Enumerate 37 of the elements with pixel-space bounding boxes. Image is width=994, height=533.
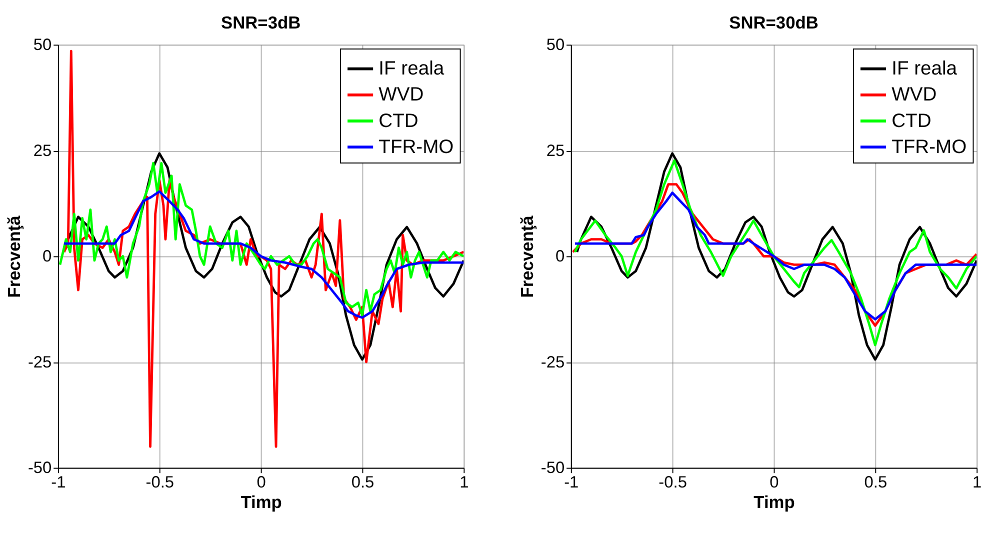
line-series — [58, 162, 464, 317]
line-series — [62, 190, 464, 319]
x-axis-title: Timp — [754, 492, 795, 512]
legend-label: IF reala — [892, 58, 958, 80]
y-axis-title: Frecvenţă — [4, 215, 24, 298]
line-series — [62, 50, 464, 448]
legend-label: TFR-MO — [378, 136, 454, 158]
x-tick-label: -1 — [564, 474, 579, 492]
x-tick-label: 0 — [256, 474, 266, 492]
y-tick-label: 25 — [546, 142, 565, 160]
y-tick-label: 25 — [33, 142, 52, 160]
x-tick-label: -1 — [51, 474, 66, 492]
legend-label: CTD — [378, 110, 418, 132]
y-tick-label: 0 — [42, 248, 52, 266]
x-tick-label: 0 — [770, 474, 779, 492]
x-axis-title: Timp — [240, 492, 282, 512]
chart-title: SNR=30dB — [729, 12, 818, 32]
legend-label: WVD — [378, 84, 424, 106]
x-tick-label: 1 — [460, 474, 469, 492]
y-axis-title: Frecvenţă — [517, 215, 538, 298]
y-tick-label: -50 — [28, 459, 52, 478]
legend-label: CTD — [892, 110, 932, 132]
y-tick-label: -25 — [28, 353, 52, 372]
legend-label: IF reala — [378, 58, 444, 80]
y-tick-label: -25 — [540, 353, 565, 372]
x-tick-label: 0.5 — [351, 474, 374, 492]
x-tick-label: 0.5 — [864, 474, 888, 492]
x-tick-label: -0.5 — [658, 474, 687, 492]
legend-label: WVD — [892, 84, 937, 106]
y-tick-label: 0 — [555, 248, 565, 266]
x-tick-label: 1 — [972, 474, 982, 492]
legend-label: TFR-MO — [892, 136, 967, 158]
y-tick-label: 50 — [33, 36, 52, 54]
y-tick-label: 50 — [546, 36, 565, 54]
chart-title: SNR=3dB — [220, 12, 301, 32]
y-tick-label: -50 — [540, 459, 565, 478]
x-tick-label: -0.5 — [146, 474, 174, 492]
